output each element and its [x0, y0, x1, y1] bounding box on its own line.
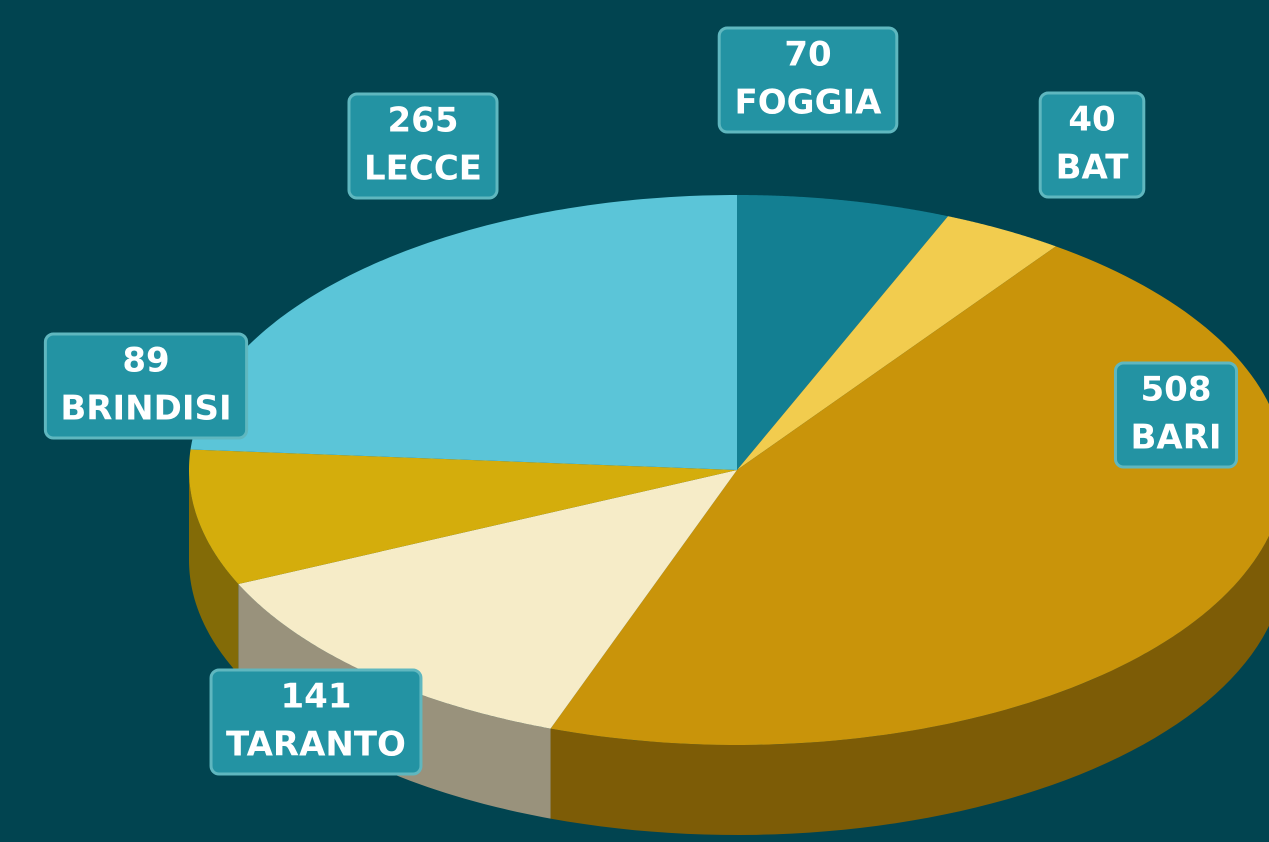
label-name: BAT: [1056, 148, 1130, 188]
label-name: FOGGIA: [735, 83, 883, 123]
slice: [550, 246, 1269, 745]
slice-side: [189, 470, 239, 675]
label-box: [717, 26, 899, 134]
slice: [737, 195, 948, 470]
data-label: 40 BAT: [1038, 91, 1146, 199]
slice-side: [550, 535, 1269, 835]
label-name: LECCE: [364, 149, 482, 189]
label-name: TARANTO: [226, 725, 406, 765]
label-value: 89: [122, 341, 169, 381]
label-box: [209, 668, 423, 776]
label-box: [1113, 361, 1239, 469]
data-label: 508 BARI: [1113, 361, 1239, 469]
data-label: 70 FOGGIA: [717, 26, 899, 134]
slice: [189, 449, 737, 585]
label-name: BARI: [1130, 418, 1221, 458]
label-box: [43, 332, 249, 440]
slice: [190, 195, 737, 470]
label-box: [347, 92, 499, 200]
slice: [737, 216, 1056, 470]
label-value: 265: [388, 101, 459, 141]
label-value: 40: [1068, 100, 1115, 140]
data-label: 265 LECCE: [347, 92, 499, 200]
label-value: 508: [1141, 370, 1212, 410]
data-label: 141 TARANTO: [209, 668, 423, 776]
label-name: BRINDISI: [60, 389, 231, 429]
label-box: [1038, 91, 1146, 199]
slice: [238, 470, 738, 729]
label-value: 141: [281, 677, 352, 717]
data-label: 89 BRINDISI: [43, 332, 249, 440]
label-value: 70: [784, 35, 831, 75]
